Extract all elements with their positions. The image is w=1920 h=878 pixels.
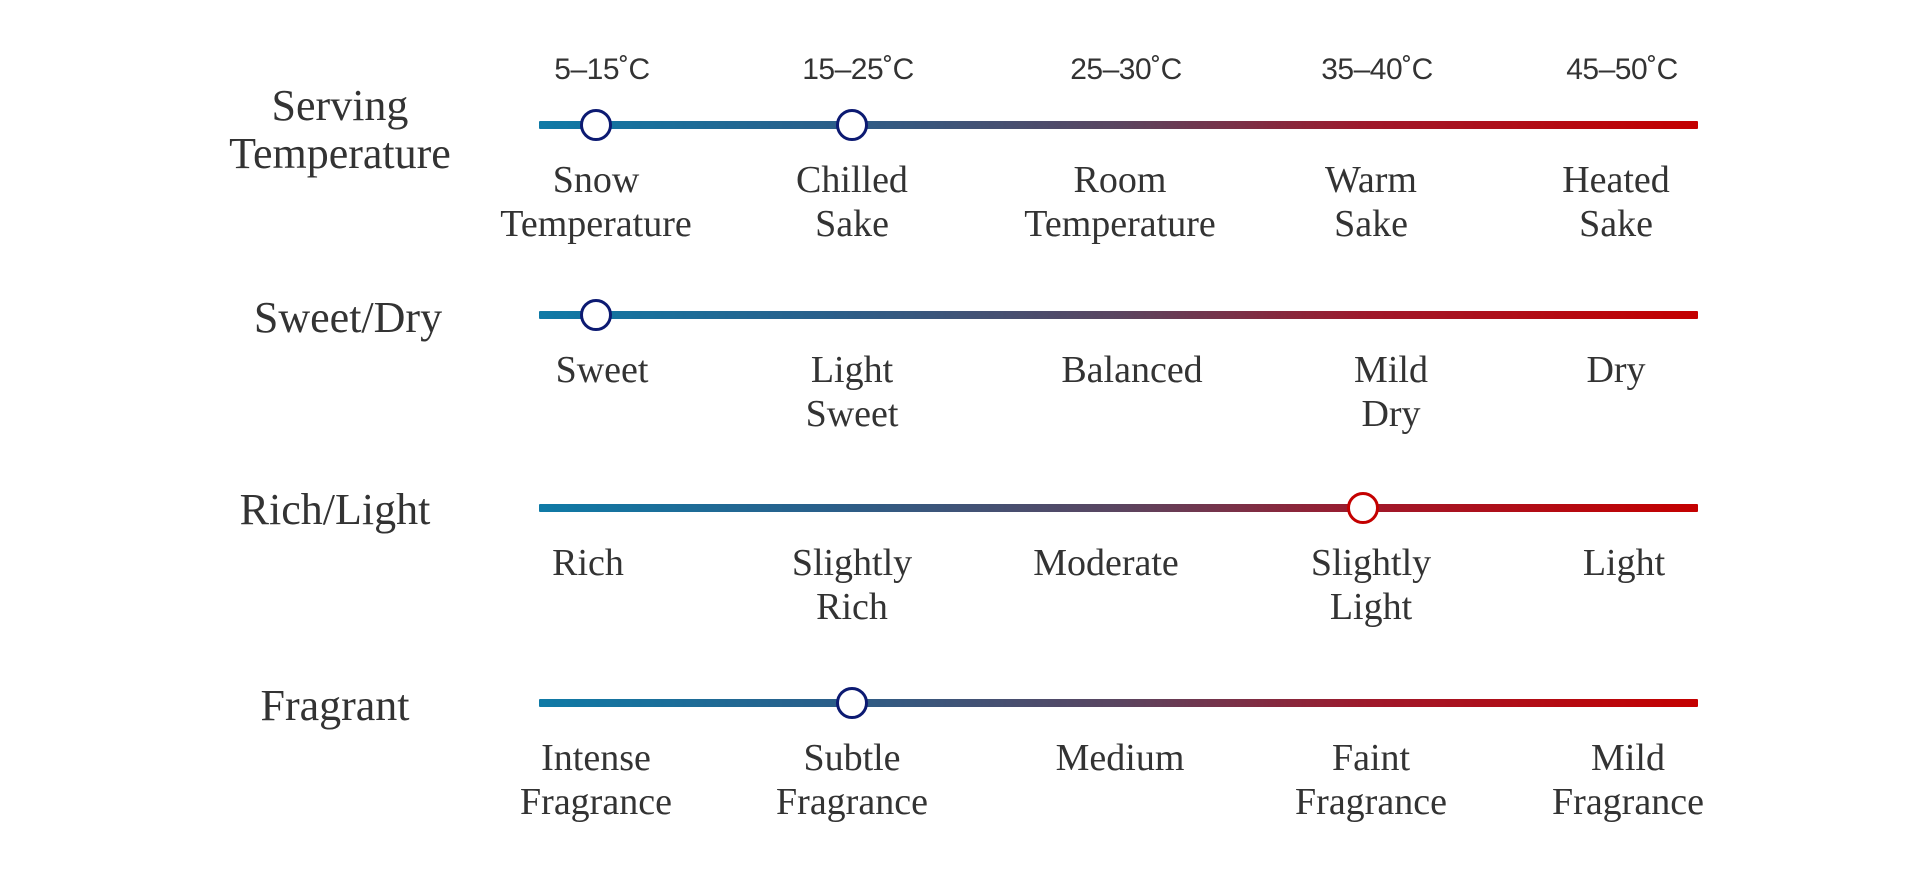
row-title: Sweet/Dry — [253, 293, 443, 342]
scale-marker — [580, 299, 612, 331]
scale-label: Intense Fragrance — [520, 737, 672, 823]
gradient-scale-bar — [539, 504, 1698, 512]
scale-label: Light Sweet — [805, 349, 899, 435]
scale-label: Heated Sake — [1562, 159, 1670, 245]
gradient-scale-bar — [539, 121, 1698, 129]
row-title: Serving Temperature — [229, 81, 451, 178]
row-title: Rich/Light — [239, 485, 431, 534]
temperature-range: 25–30˚C — [1070, 53, 1182, 86]
temperature-range: 35–40˚C — [1321, 53, 1433, 86]
scale-marker — [580, 109, 612, 141]
scale-label: Balanced — [1061, 349, 1203, 391]
scale-label: Sweet — [555, 349, 649, 391]
row-title: Fragrant — [260, 681, 410, 730]
scale-label: Slightly Rich — [791, 542, 913, 628]
scale-label: Subtle Fragrance — [776, 737, 928, 823]
scale-label: Dry — [1586, 349, 1646, 391]
scale-label: Rich — [552, 542, 624, 584]
scale-label: Slightly Light — [1310, 542, 1432, 628]
scale-marker — [836, 109, 868, 141]
gradient-scale-bar — [539, 311, 1698, 319]
temperature-range: 5–15˚C — [554, 53, 650, 86]
scale-label: Faint Fragrance — [1295, 737, 1447, 823]
gradient-scale-bar — [539, 699, 1698, 707]
scale-label: Mild Dry — [1354, 349, 1428, 435]
scale-label: Chilled Sake — [796, 159, 908, 245]
scale-marker — [836, 687, 868, 719]
scale-label: Room Temperature — [1024, 159, 1216, 245]
scale-label: Medium — [1055, 737, 1185, 779]
scale-label: Moderate — [1033, 542, 1179, 584]
scale-label: Snow Temperature — [500, 159, 692, 245]
scale-label: Light — [1582, 542, 1666, 584]
scale-marker — [1347, 492, 1379, 524]
temperature-range: 45–50˚C — [1566, 53, 1678, 86]
scale-label: Warm Sake — [1325, 159, 1417, 245]
scale-label: Mild Fragrance — [1552, 737, 1704, 823]
temperature-range: 15–25˚C — [802, 53, 914, 86]
